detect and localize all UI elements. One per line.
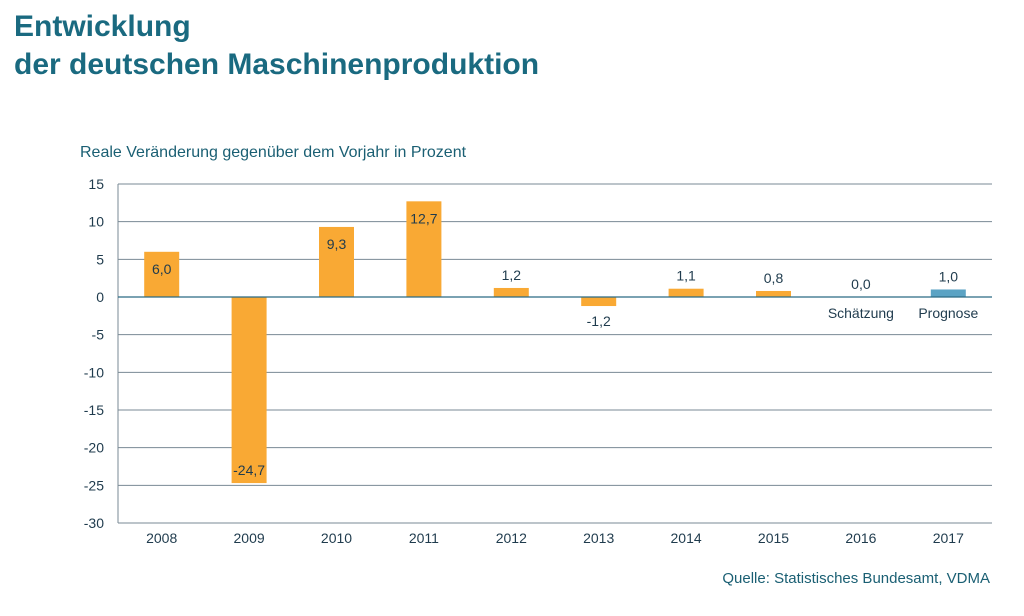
y-tick-label: -25 <box>84 477 104 493</box>
x-tick-label: 2016 <box>845 530 876 546</box>
data-label: 0,0 <box>851 276 871 292</box>
data-label: 9,3 <box>327 236 347 252</box>
annotation-label: Schätzung <box>828 305 894 321</box>
data-label: -24,7 <box>233 462 265 478</box>
x-tick-labels: 2008 2009 2010 2011 2012 2013 2014 2015 2016 2017 <box>146 530 964 546</box>
bar-2015 <box>756 290 791 297</box>
source-note: Quelle: Statistisches Bundesamt, VDMA <box>722 570 990 587</box>
bar-2010 <box>319 226 354 297</box>
y-tick-label: 5 <box>96 251 104 267</box>
title-line-1: Entwicklung <box>14 10 191 43</box>
x-tick-label: 2011 <box>409 530 439 546</box>
data-labels: 6,0 -24,7 9,3 12,7 1,2 -1,2 1,1 0,8 0,0 1,0 <box>152 210 958 478</box>
data-label: 1,0 <box>939 268 959 284</box>
bar-2012 <box>493 287 529 297</box>
bar-2017 <box>930 289 966 297</box>
data-label: 12,7 <box>410 210 437 226</box>
x-tick-label: 2010 <box>321 530 352 546</box>
data-label: 1,1 <box>676 268 696 284</box>
y-tick-label: -5 <box>92 327 105 343</box>
x-tick-label: 2015 <box>758 530 789 546</box>
y-tick-label: -15 <box>84 402 104 418</box>
data-label: 6,0 <box>152 261 172 277</box>
y-axis-label: Reale Veränderung gegenüber dem Vorjahr … <box>80 144 467 161</box>
x-tick-label: 2012 <box>496 530 527 546</box>
data-label: 0,8 <box>764 270 784 286</box>
bar-2009 <box>231 297 267 484</box>
y-tick-label: -30 <box>84 515 104 531</box>
bar-2008 <box>144 251 180 297</box>
bar-2014 <box>668 288 704 297</box>
y-tick-label: -20 <box>84 440 104 456</box>
data-label: -1,2 <box>587 313 611 329</box>
y-tick-label: 10 <box>88 214 104 230</box>
x-tick-label: 2008 <box>146 530 177 546</box>
title-line-2: der deutschen Maschinenproduktion <box>14 48 540 81</box>
x-tick-label: 2013 <box>583 530 614 546</box>
data-label: 1,2 <box>502 267 522 283</box>
x-tick-label: 2014 <box>671 530 702 546</box>
bars <box>144 201 966 484</box>
y-tick-labels: 15 10 5 0 -5 -10 -15 -20 -25 -30 <box>84 176 104 531</box>
x-tick-label: 2017 <box>933 530 964 546</box>
bar-2013 <box>581 297 617 307</box>
annotation-label: Prognose <box>918 305 978 321</box>
bar-2011 <box>406 201 442 297</box>
annotations: Schätzung Prognose <box>828 305 979 321</box>
y-tick-label: -10 <box>84 364 104 380</box>
y-tick-label: 0 <box>96 289 104 305</box>
y-tick-label: 15 <box>88 176 104 192</box>
x-tick-label: 2009 <box>234 530 265 546</box>
chart-title: Entwicklung der deutschen Maschinenprodu… <box>14 8 539 84</box>
